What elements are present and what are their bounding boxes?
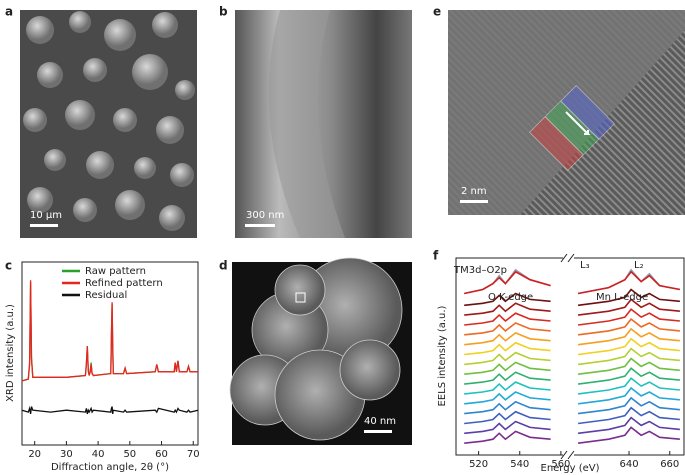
- x-tick-label: 520: [469, 459, 488, 470]
- data-line: [577, 308, 680, 326]
- x-tick-label: 70: [187, 449, 200, 460]
- panel-label: b: [219, 5, 228, 19]
- data-line: [577, 406, 680, 425]
- scale-bar-label: 40 nm: [364, 416, 396, 427]
- data-line: [577, 386, 680, 405]
- axis-break: [563, 250, 574, 465]
- data-line: [464, 391, 551, 405]
- data-line: [577, 327, 680, 346]
- data-line: [464, 351, 551, 366]
- sem-image-b: 300 nm: [235, 10, 412, 238]
- annotation: L₃: [580, 260, 590, 271]
- annotation: TM3d–O2p: [453, 265, 507, 276]
- data-line: [577, 337, 680, 356]
- annotation: L₂: [634, 260, 644, 271]
- data-line: [21, 280, 198, 382]
- axes-frame-c: [21, 261, 199, 446]
- data-line: [577, 298, 680, 316]
- x-tick-label: 50: [123, 449, 136, 460]
- sem-image-d: 40 nm: [229, 257, 412, 445]
- panel-label: a: [5, 5, 13, 19]
- panel-label: e: [433, 5, 441, 19]
- data-line: [577, 347, 680, 366]
- data-line: [577, 288, 680, 307]
- legend-label: Raw pattern: [85, 266, 146, 277]
- x-axis-label: Energy (eV): [541, 463, 600, 474]
- annotation: O K-edge: [488, 292, 533, 303]
- scale-bar-label: 2 nm: [461, 186, 487, 197]
- data-line: [577, 270, 681, 295]
- data-line: [464, 361, 551, 375]
- data-line: [464, 292, 551, 307]
- panel-label: f: [433, 249, 439, 263]
- x-tick-label: 20: [28, 449, 41, 460]
- legend-label: Residual: [85, 290, 127, 301]
- data-line: [464, 341, 551, 356]
- scale-bar-label: 10 µm: [30, 210, 62, 221]
- data-line: [464, 322, 551, 336]
- panel-label: d: [219, 259, 228, 273]
- sem-image-a: 10 µm: [20, 10, 197, 238]
- x-tick-label: 640: [619, 459, 638, 470]
- legend-label: Refined pattern: [85, 278, 163, 289]
- data-line: [577, 377, 680, 395]
- data-line: [464, 270, 551, 295]
- x-tick-label: 60: [155, 449, 168, 460]
- data-line: [464, 420, 551, 435]
- data-line: [464, 331, 551, 346]
- data-line: [464, 400, 551, 415]
- data-line: [464, 371, 551, 385]
- x-tick-label: 560: [551, 459, 570, 470]
- data-line: [464, 430, 551, 444]
- scale-bar-label: 300 nm: [246, 210, 284, 221]
- x-tick-label: 660: [660, 459, 679, 470]
- data-line: [464, 312, 551, 326]
- data-line: [21, 405, 199, 415]
- x-axis-label: Diffraction angle, 2θ (°): [51, 462, 169, 473]
- data-line: [464, 381, 551, 395]
- panel-label: c: [5, 259, 12, 273]
- tem-image-e: 2 nm: [448, 10, 685, 215]
- data-line: [577, 426, 680, 444]
- data-line: [577, 317, 680, 336]
- axis-break-marks: [560, 253, 575, 460]
- y-axis-label: EELS intensity (a.u.): [437, 305, 448, 406]
- x-tick-label: 30: [60, 449, 73, 460]
- x-tick-label: 40: [92, 449, 105, 460]
- data-line: [577, 367, 680, 385]
- data-line: [464, 410, 551, 425]
- data-line: [464, 302, 551, 316]
- y-axis-label: XRD intensity (a.u.): [5, 304, 16, 402]
- data-line: [577, 396, 680, 415]
- data-line: [577, 416, 680, 435]
- annotation: Mn L-edge: [596, 292, 648, 303]
- x-tick-label: 540: [510, 459, 529, 470]
- data-line: [577, 357, 680, 375]
